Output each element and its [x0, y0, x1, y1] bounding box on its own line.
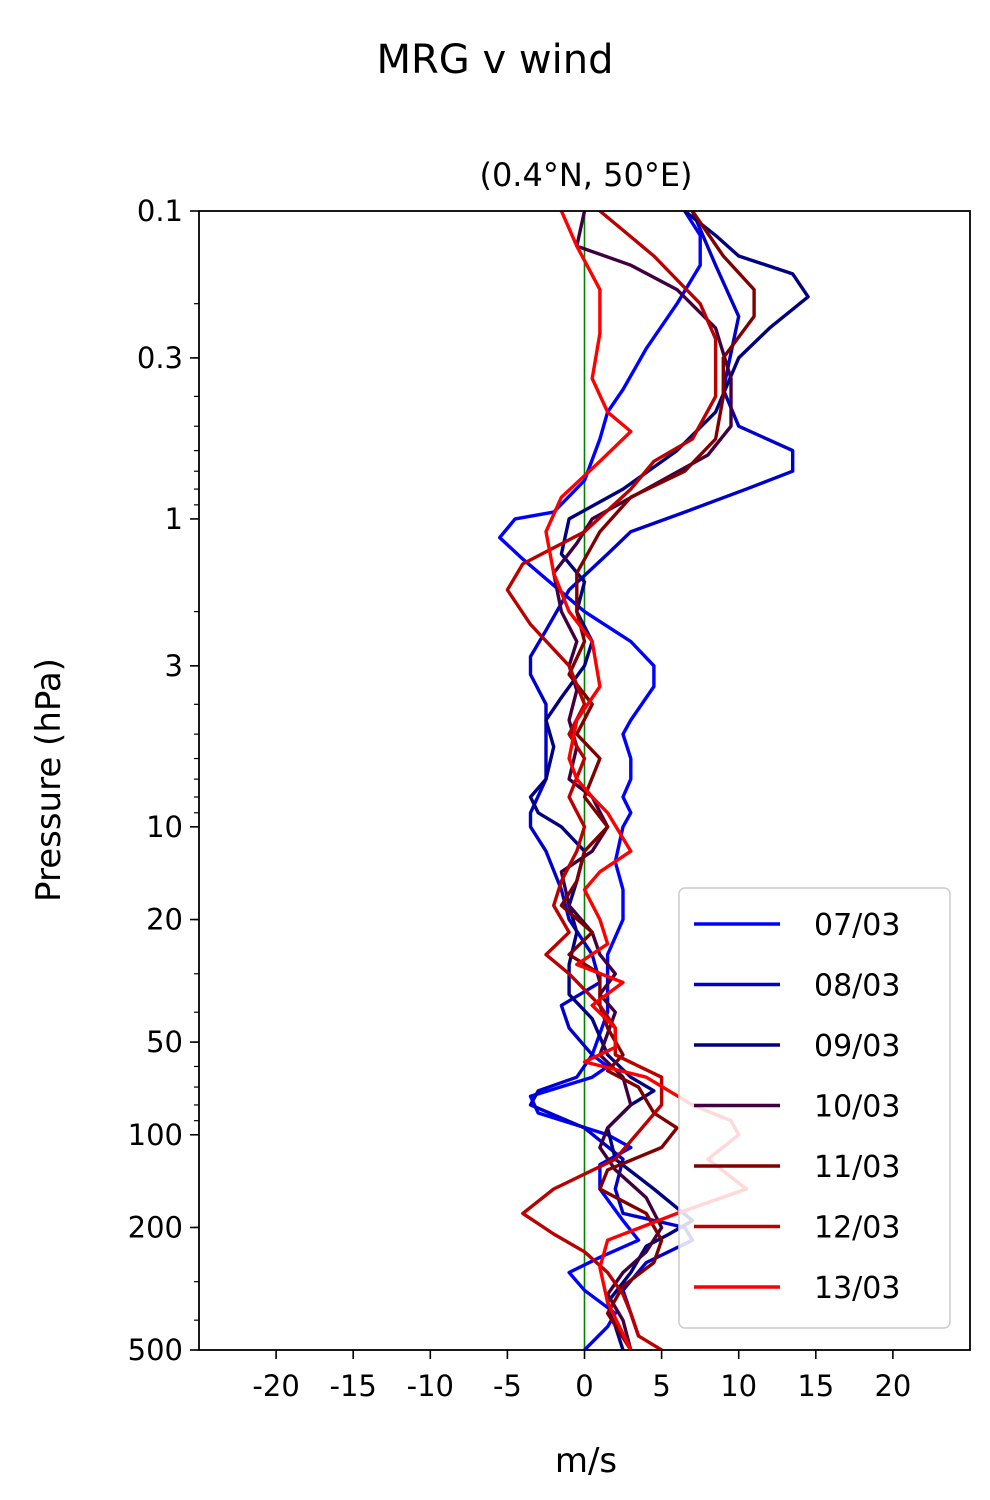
y-tick-label: 500 — [128, 1333, 183, 1367]
y-tick-label: 100 — [128, 1118, 183, 1152]
legend-label: 13/03 — [814, 1271, 900, 1306]
series-group — [498, 211, 810, 1350]
series-line-12-03 — [505, 211, 718, 1350]
legend-label: 09/03 — [814, 1029, 900, 1064]
y-tick-label: 0.1 — [137, 194, 183, 228]
x-tick-label: -10 — [407, 1369, 454, 1403]
x-tick-label: 15 — [797, 1369, 834, 1403]
series-line-11-03 — [559, 211, 756, 1350]
y-tick-label: 10 — [146, 810, 183, 844]
x-tick-label: 5 — [652, 1369, 670, 1403]
x-axis: -20 -15 -10 -5 0 5 10 15 20 — [252, 1350, 911, 1403]
x-tick-label: 20 — [874, 1369, 911, 1403]
legend-label: 12/03 — [814, 1211, 900, 1246]
series-line-07-03 — [498, 211, 702, 1350]
series-line-10-03 — [552, 211, 733, 1350]
x-tick-label: 10 — [720, 1369, 757, 1403]
y-tick-label: 1 — [165, 502, 183, 536]
legend-label: 11/03 — [814, 1150, 900, 1185]
y-axis-label: Pressure (hPa) — [29, 658, 69, 902]
x-tick-label: -20 — [252, 1369, 299, 1403]
x-axis-label: m/s — [555, 1441, 617, 1481]
legend-label: 10/03 — [814, 1090, 900, 1125]
figure-title: MRG v wind — [377, 37, 614, 83]
y-tick-label: 200 — [128, 1210, 183, 1244]
x-tick-label: 0 — [575, 1369, 593, 1403]
x-tick-label: -15 — [330, 1369, 377, 1403]
legend-label: 07/03 — [814, 908, 900, 943]
y-tick-label: 50 — [146, 1025, 183, 1059]
y-tick-label: 20 — [146, 903, 183, 937]
legend-label: 08/03 — [814, 969, 900, 1004]
legend-box — [678, 887, 951, 1329]
plot-subtitle: (0.4°N, 50°E) — [479, 156, 692, 194]
y-tick-label: 0.3 — [137, 341, 183, 375]
y-axis: 0.1 0.3 1 3 10 20 50 100 200 500 — [128, 194, 199, 1367]
y-tick-label: 3 — [165, 649, 183, 683]
x-tick-label: -5 — [493, 1369, 522, 1403]
legend: 07/03 08/03 09/03 10/03 11/03 12/03 13/03 — [678, 887, 951, 1329]
